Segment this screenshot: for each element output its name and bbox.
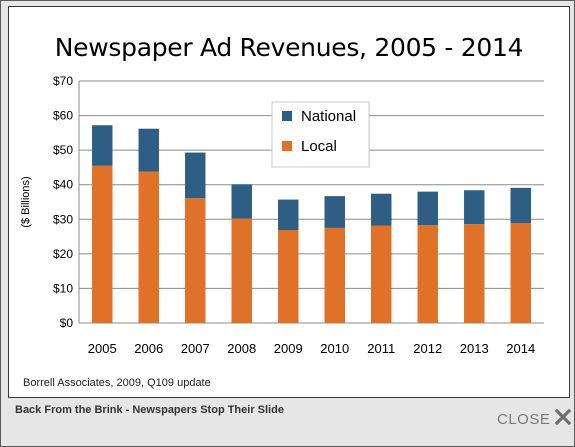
legend-label-local: Local	[301, 138, 337, 155]
x-tick-label: 2010	[320, 341, 349, 356]
bar-local-2009	[278, 230, 299, 323]
bar-national-2013	[464, 190, 485, 225]
bar-local-2008	[231, 218, 252, 323]
y-axis-label: ($ Billions)	[20, 176, 32, 227]
bar-national-2011	[371, 193, 392, 226]
legend-label-national: National	[301, 108, 356, 125]
legend-swatch-national	[282, 111, 292, 121]
close-button[interactable]: CLOSE	[497, 408, 572, 431]
x-tick-label: 2007	[181, 341, 210, 356]
x-tick-label: 2005	[88, 341, 117, 356]
y-tick-label: $0	[60, 316, 74, 330]
x-tick-label: 2009	[274, 341, 303, 356]
x-tick-label: 2013	[460, 341, 489, 356]
bar-national-2006	[138, 128, 159, 172]
y-tick-label: $70	[53, 74, 73, 88]
bar-national-2009	[278, 199, 299, 231]
chart-source: Borrell Associates, 2009, Q109 update	[23, 377, 211, 389]
close-label: CLOSE	[497, 410, 551, 428]
y-tick-label: $20	[53, 247, 73, 261]
bar-national-2005	[92, 125, 113, 166]
bar-national-2014	[510, 187, 531, 224]
close-icon[interactable]	[554, 408, 572, 431]
bar-local-2007	[185, 198, 206, 323]
y-tick-label: $10	[53, 281, 73, 295]
x-tick-label: 2014	[506, 341, 535, 356]
bar-local-2006	[138, 171, 159, 323]
y-tick-label: $50	[53, 143, 73, 157]
bar-local-2011	[371, 225, 392, 323]
bar-national-2012	[417, 191, 438, 226]
x-tick-label: 2012	[413, 341, 442, 356]
bar-local-2014	[510, 223, 531, 323]
bar-national-2007	[185, 152, 206, 199]
bar-national-2008	[231, 184, 252, 219]
legend-swatch-local	[282, 141, 292, 151]
bar-national-2010	[324, 196, 345, 228]
x-tick-label: 2011	[367, 341, 395, 356]
bar-local-2010	[324, 227, 345, 323]
popup-caption: Back From the Brink - Newspapers Stop Th…	[15, 404, 284, 416]
chart-title: Newspaper Ad Revenues, 2005 - 2014	[54, 33, 524, 62]
x-tick-label: 2006	[134, 341, 163, 356]
x-tick-label: 2008	[227, 341, 256, 356]
bar-local-2013	[464, 224, 485, 323]
y-tick-label: $60	[53, 109, 73, 123]
chart-svg: $0 $10 $20 $30 $40 $50 $60 $70 ($ Billions) 2005 2…	[20, 74, 544, 356]
y-tick-label: $30	[53, 212, 73, 226]
chart-card: $0 $10 $20 $30 $40 $50 $60 $70 ($ Billions) 2005 2…	[8, 6, 570, 398]
bar-local-2012	[417, 225, 438, 323]
bar-local-2005	[92, 165, 113, 323]
y-tick-label: $40	[53, 178, 73, 192]
